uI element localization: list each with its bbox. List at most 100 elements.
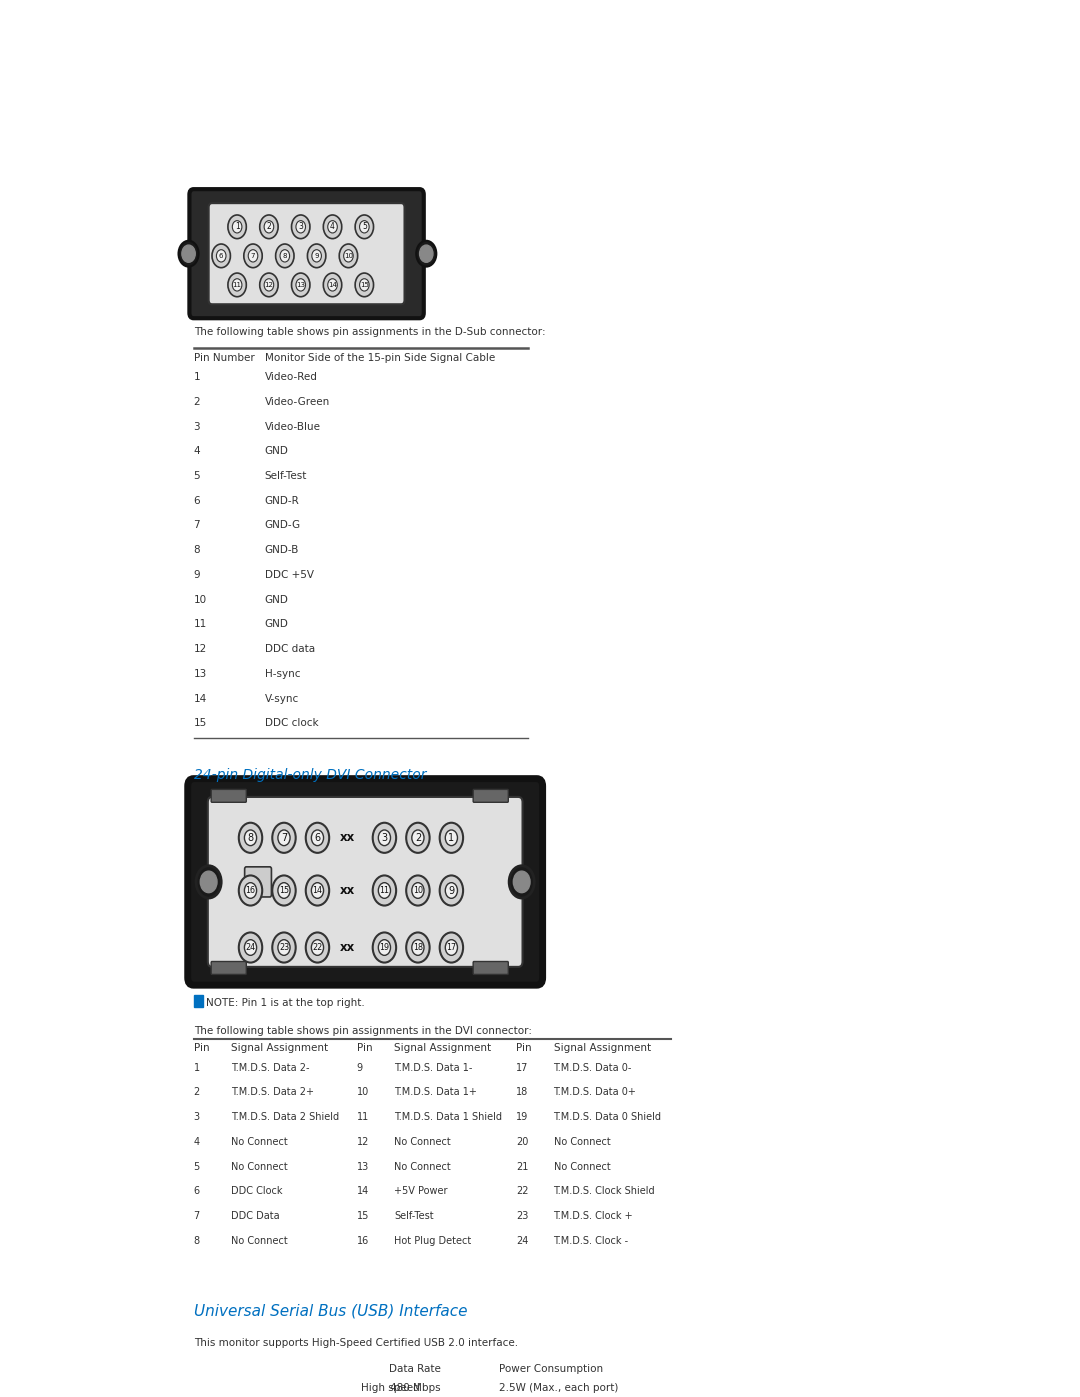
Circle shape bbox=[259, 215, 279, 239]
Circle shape bbox=[360, 279, 369, 291]
FancyBboxPatch shape bbox=[212, 789, 246, 802]
Circle shape bbox=[311, 883, 324, 898]
FancyBboxPatch shape bbox=[212, 961, 246, 975]
Text: 6: 6 bbox=[193, 496, 200, 506]
Text: No Connect: No Connect bbox=[554, 1161, 610, 1172]
Text: No Connect: No Connect bbox=[394, 1161, 451, 1172]
Circle shape bbox=[259, 272, 279, 296]
Text: T.M.D.S. Data 2-: T.M.D.S. Data 2- bbox=[231, 1063, 310, 1073]
Text: T.M.D.S. Data 2 Shield: T.M.D.S. Data 2 Shield bbox=[231, 1112, 339, 1122]
Text: 15: 15 bbox=[193, 718, 207, 728]
Text: 12: 12 bbox=[265, 282, 273, 288]
Circle shape bbox=[373, 932, 396, 963]
Text: xx: xx bbox=[340, 831, 355, 844]
FancyBboxPatch shape bbox=[188, 778, 542, 985]
Text: DDC Data: DDC Data bbox=[231, 1211, 280, 1221]
Text: 24: 24 bbox=[245, 943, 256, 951]
Text: Data Rate: Data Rate bbox=[389, 1363, 441, 1373]
Circle shape bbox=[244, 244, 262, 268]
Circle shape bbox=[445, 940, 458, 956]
Text: 3: 3 bbox=[298, 222, 303, 232]
Circle shape bbox=[232, 221, 242, 233]
Text: 7: 7 bbox=[193, 1211, 200, 1221]
Text: 12: 12 bbox=[356, 1137, 369, 1147]
Text: 5: 5 bbox=[193, 471, 200, 481]
Circle shape bbox=[200, 872, 217, 893]
Circle shape bbox=[278, 830, 291, 845]
Circle shape bbox=[406, 932, 430, 963]
Text: T.M.D.S. Data 2+: T.M.D.S. Data 2+ bbox=[231, 1087, 314, 1098]
Text: 19: 19 bbox=[379, 943, 390, 951]
Text: No Connect: No Connect bbox=[231, 1161, 288, 1172]
Text: Monitor Side of the 15-pin Side Signal Cable: Monitor Side of the 15-pin Side Signal C… bbox=[265, 352, 495, 363]
Text: DDC Clock: DDC Clock bbox=[231, 1186, 283, 1196]
Circle shape bbox=[306, 876, 329, 905]
Text: 5: 5 bbox=[193, 1161, 200, 1172]
Text: 22: 22 bbox=[516, 1186, 528, 1196]
Text: 2: 2 bbox=[193, 1087, 200, 1098]
Text: NOTE: Pin 1 is at the top right.: NOTE: Pin 1 is at the top right. bbox=[206, 997, 365, 1009]
Text: This monitor supports High-Speed Certified USB 2.0 interface.: This monitor supports High-Speed Certifi… bbox=[193, 1338, 517, 1348]
Text: T.M.D.S. Data 0+: T.M.D.S. Data 0+ bbox=[554, 1087, 636, 1098]
Bar bbox=[193, 995, 203, 1007]
Circle shape bbox=[373, 823, 396, 852]
Text: 4: 4 bbox=[193, 1137, 200, 1147]
Circle shape bbox=[440, 932, 463, 963]
Text: 10: 10 bbox=[413, 886, 423, 895]
Circle shape bbox=[228, 215, 246, 239]
Text: GND: GND bbox=[265, 595, 288, 605]
Text: Signal Assignment: Signal Assignment bbox=[554, 1044, 650, 1053]
Text: 1: 1 bbox=[193, 1063, 200, 1073]
Text: 2: 2 bbox=[193, 397, 200, 407]
Text: 3: 3 bbox=[193, 1112, 200, 1122]
Text: Self-Test: Self-Test bbox=[265, 471, 307, 481]
Text: No Connect: No Connect bbox=[231, 1137, 288, 1147]
Circle shape bbox=[280, 250, 289, 263]
Text: 18: 18 bbox=[516, 1087, 528, 1098]
Circle shape bbox=[378, 883, 391, 898]
Text: T.M.D.S. Clock Shield: T.M.D.S. Clock Shield bbox=[554, 1186, 656, 1196]
Text: 15: 15 bbox=[279, 886, 289, 895]
Text: 14: 14 bbox=[193, 694, 207, 704]
Text: High speed: High speed bbox=[361, 1383, 420, 1393]
Text: T.M.D.S. Data 1-: T.M.D.S. Data 1- bbox=[394, 1063, 473, 1073]
Circle shape bbox=[406, 876, 430, 905]
Text: Hot Plug Detect: Hot Plug Detect bbox=[394, 1236, 472, 1246]
Text: xx: xx bbox=[340, 942, 355, 954]
Circle shape bbox=[239, 876, 262, 905]
Circle shape bbox=[445, 883, 458, 898]
Text: Video-Red: Video-Red bbox=[265, 372, 318, 381]
Text: Pin: Pin bbox=[356, 1044, 373, 1053]
Circle shape bbox=[212, 244, 230, 268]
Text: 4: 4 bbox=[330, 222, 335, 232]
Text: DDC clock: DDC clock bbox=[265, 718, 319, 728]
Text: xx: xx bbox=[340, 884, 355, 897]
Circle shape bbox=[197, 866, 221, 898]
Text: HI-SPEED: HI-SPEED bbox=[249, 1375, 300, 1384]
Circle shape bbox=[440, 876, 463, 905]
Text: GND: GND bbox=[265, 619, 288, 630]
Circle shape bbox=[278, 940, 291, 956]
Circle shape bbox=[323, 215, 341, 239]
Text: T.M.D.S. Data 1 Shield: T.M.D.S. Data 1 Shield bbox=[394, 1112, 502, 1122]
Text: T.M.D.S. Data 0 Shield: T.M.D.S. Data 0 Shield bbox=[554, 1112, 661, 1122]
Circle shape bbox=[312, 250, 322, 263]
FancyBboxPatch shape bbox=[189, 189, 423, 319]
Circle shape bbox=[311, 940, 324, 956]
Text: 24-pin Digital-only DVI Connector: 24-pin Digital-only DVI Connector bbox=[193, 768, 427, 782]
Text: 11: 11 bbox=[193, 619, 207, 630]
Circle shape bbox=[411, 883, 424, 898]
FancyBboxPatch shape bbox=[204, 1363, 347, 1397]
Text: Pin Number: Pin Number bbox=[193, 352, 255, 363]
Text: 9: 9 bbox=[314, 253, 319, 258]
Text: 7: 7 bbox=[281, 833, 287, 842]
Text: 24: 24 bbox=[516, 1236, 528, 1246]
Circle shape bbox=[406, 823, 430, 852]
Circle shape bbox=[339, 244, 357, 268]
Text: 16: 16 bbox=[356, 1236, 369, 1246]
Text: H-sync: H-sync bbox=[265, 669, 300, 679]
Circle shape bbox=[248, 250, 258, 263]
Text: 6: 6 bbox=[193, 1186, 200, 1196]
Text: 17: 17 bbox=[516, 1063, 528, 1073]
Text: 13: 13 bbox=[193, 669, 207, 679]
